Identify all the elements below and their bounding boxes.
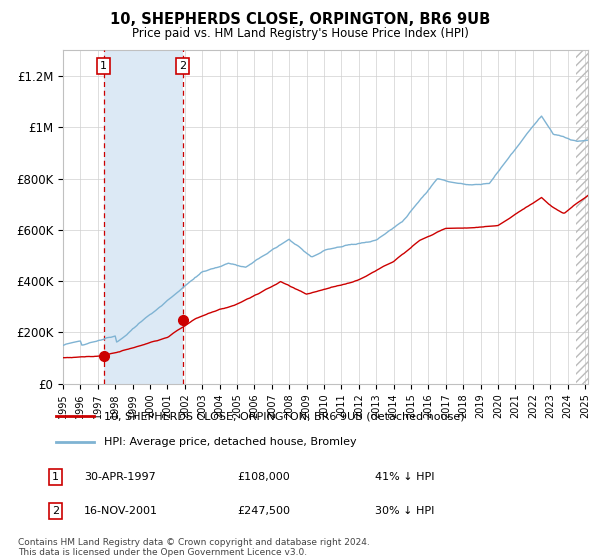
Bar xyxy=(104,50,183,384)
Text: 2: 2 xyxy=(52,506,59,516)
Text: Price paid vs. HM Land Registry's House Price Index (HPI): Price paid vs. HM Land Registry's House … xyxy=(131,27,469,40)
Text: 16-NOV-2001: 16-NOV-2001 xyxy=(84,506,158,516)
Text: 41% ↓ HPI: 41% ↓ HPI xyxy=(375,472,434,482)
Text: HPI: Average price, detached house, Bromley: HPI: Average price, detached house, Brom… xyxy=(104,436,357,446)
Text: 10, SHEPHERDS CLOSE, ORPINGTON, BR6 9UB (detached house): 10, SHEPHERDS CLOSE, ORPINGTON, BR6 9UB … xyxy=(104,412,465,422)
Text: 30% ↓ HPI: 30% ↓ HPI xyxy=(375,506,434,516)
Text: 2: 2 xyxy=(179,61,186,71)
Text: 1: 1 xyxy=(52,472,59,482)
Text: £108,000: £108,000 xyxy=(237,472,290,482)
Text: 10, SHEPHERDS CLOSE, ORPINGTON, BR6 9UB: 10, SHEPHERDS CLOSE, ORPINGTON, BR6 9UB xyxy=(110,12,490,27)
Text: Contains HM Land Registry data © Crown copyright and database right 2024.
This d: Contains HM Land Registry data © Crown c… xyxy=(18,538,370,557)
Text: 30-APR-1997: 30-APR-1997 xyxy=(84,472,156,482)
Text: 1: 1 xyxy=(100,61,107,71)
Text: £247,500: £247,500 xyxy=(237,506,290,516)
